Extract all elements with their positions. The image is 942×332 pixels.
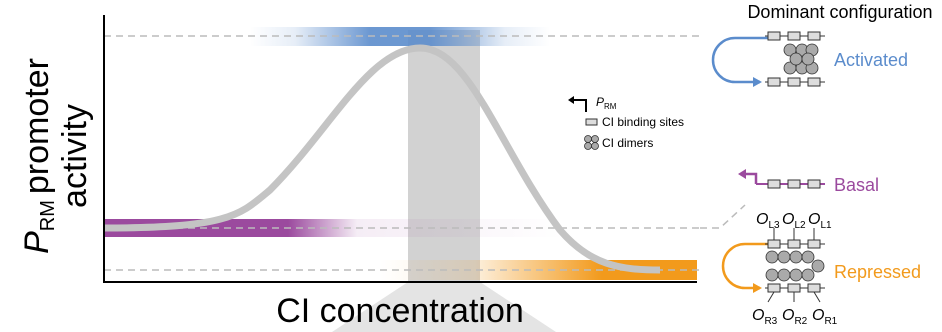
y-text: promoter — [18, 58, 56, 194]
operator-subscript: L3 — [768, 220, 780, 231]
state-repressed: Repressed — [834, 262, 921, 282]
config-title: Dominant configuration — [747, 2, 932, 22]
state-activated: Activated — [834, 50, 908, 70]
operator-symbol: O — [808, 211, 820, 228]
activated-diagram: Activated — [711, 31, 908, 87]
operator-subscript: L2 — [794, 220, 806, 231]
activity-curve — [103, 44, 661, 274]
state-basal: Basal — [834, 175, 879, 195]
axes — [103, 15, 697, 283]
operator-symbol: O — [752, 307, 764, 324]
operator-symbol: O — [782, 307, 794, 324]
operator-label: OR2 — [782, 307, 808, 327]
legend-symbol: P — [596, 95, 604, 109]
configurations: Dominant configuration Activated Basal R… — [711, 2, 933, 327]
operator-label: OR3 — [752, 307, 778, 327]
operator-label: OL1 — [808, 211, 832, 231]
legend: PRM CI binding sites CI dimers — [568, 95, 684, 150]
y-subscript: RM — [37, 200, 59, 231]
basal-diagram: Basal — [738, 169, 879, 195]
level-lines — [104, 35, 746, 271]
operator-subscript: R1 — [824, 316, 837, 327]
operator-symbol: O — [782, 211, 794, 228]
y-label: PRM promoter — [18, 58, 59, 254]
y-symbol: P — [18, 231, 56, 254]
plot: CI concentration PRMpromoter activity — [18, 15, 746, 332]
legend-dimers: CI dimers — [602, 136, 653, 150]
legend-binding-sites: CI binding sites — [602, 115, 684, 129]
legend-subscript: RM — [604, 102, 617, 111]
operator-symbol: O — [812, 307, 824, 324]
y-label-2: activity — [56, 104, 94, 208]
repressed-diagram: Repressed — [721, 228, 921, 303]
operator-symbol: O — [756, 211, 768, 228]
operator-label: OL2 — [782, 211, 806, 231]
operator-subscript: R3 — [764, 316, 777, 327]
operator-label: OR1 — [812, 307, 838, 327]
operator-label: OL3 — [756, 211, 780, 231]
legend-promoter: PRM — [596, 95, 617, 111]
operator-subscript: L1 — [820, 220, 832, 231]
x-label: CI concentration — [276, 292, 524, 330]
operator-subscript: R2 — [794, 316, 807, 327]
concentration-band — [408, 30, 480, 282]
activated-band — [250, 27, 550, 46]
